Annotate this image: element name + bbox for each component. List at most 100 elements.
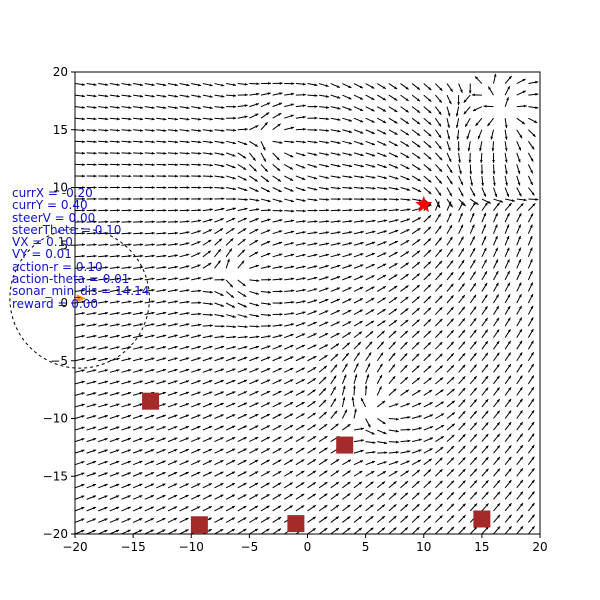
field-arrow-head (523, 198, 527, 202)
field-arrow-head (531, 445, 535, 449)
field-arrow-head (151, 208, 155, 212)
field-arrow-head (485, 491, 489, 495)
field-arrow-head (197, 277, 202, 280)
field-arrow-head (104, 449, 108, 453)
robot-sensor-range (9, 228, 150, 369)
field-arrow-head (151, 174, 155, 178)
field-arrow-head (473, 434, 477, 438)
field-arrow-head (348, 298, 352, 302)
field-arrow-head (531, 456, 535, 460)
field-arrow-head (104, 460, 108, 464)
field-arrow-head (497, 491, 500, 495)
field-arrow-head (244, 335, 248, 339)
field-arrow-head (186, 140, 190, 144)
field-arrow-head (140, 231, 144, 235)
field-arrow-head (519, 305, 522, 310)
field-arrow-head (337, 118, 341, 121)
field-arrow-head (325, 176, 329, 179)
field-arrow-head (427, 261, 431, 265)
field-arrow-head (243, 414, 247, 417)
field-arrow-head (255, 345, 259, 349)
field-arrow-head (492, 171, 496, 175)
field-arrow-head (427, 342, 431, 346)
field-arrow-head (220, 471, 224, 475)
field-arrow-head (494, 224, 498, 228)
field-arrow-head (427, 515, 431, 519)
field-arrow-head (462, 411, 466, 415)
field-arrow-head (313, 310, 317, 314)
field-arrow-head (451, 423, 455, 427)
field-arrow-head (313, 333, 317, 336)
field-arrow-head (93, 380, 97, 384)
field-arrow-head (277, 528, 282, 532)
field-arrow-head (519, 387, 523, 391)
field-arrow-head (349, 219, 353, 223)
field-arrow-head (302, 209, 306, 213)
field-arrow-head (231, 460, 236, 463)
goal-group (415, 195, 433, 213)
field-arrow-head (163, 277, 167, 281)
field-arrow-head (358, 527, 362, 531)
field-arrow-head (335, 343, 340, 347)
field-arrow-head (81, 117, 85, 121)
field-arrow-head (394, 132, 398, 135)
field-arrow-head (208, 529, 212, 532)
field-arrow-head (279, 265, 283, 269)
field-arrow-head (163, 288, 167, 292)
field-arrow-head (506, 97, 509, 101)
field-arrow-head (382, 97, 386, 101)
field-arrow-head (151, 163, 155, 167)
field-arrow-head (531, 503, 535, 507)
field-arrow-head (93, 289, 97, 292)
field-arrow-head (312, 516, 316, 520)
field-arrow-head (279, 253, 283, 257)
field-arrow-head (290, 345, 294, 348)
field-arrow-head (462, 203, 466, 207)
field-arrow-head (93, 163, 97, 167)
field-arrow-head (450, 503, 454, 507)
field-arrow-head (243, 528, 247, 532)
field-arrow-head (266, 379, 271, 383)
field-arrow-head (116, 163, 120, 167)
field-arrow-head (497, 468, 500, 472)
field-arrow-head (471, 224, 475, 228)
field-arrow-head (289, 413, 294, 417)
field-arrow-head (333, 398, 336, 402)
field-arrow-head (439, 157, 443, 161)
field-arrow-head (232, 345, 236, 349)
field-arrow-head (484, 294, 488, 298)
field-arrow-head (314, 242, 318, 246)
field-arrow-head (301, 447, 305, 451)
field-arrow-head (405, 262, 409, 266)
field-arrow-head (279, 81, 283, 85)
field-arrow-head (449, 169, 453, 173)
field-arrow-head (220, 494, 224, 498)
field-arrow-head (232, 414, 236, 417)
field-arrow-head (520, 526, 524, 530)
field-arrow-head (472, 248, 476, 252)
field-arrow-head (290, 356, 294, 360)
field-arrow-head (208, 229, 212, 232)
field-arrow-head (382, 120, 387, 123)
field-arrow-head (116, 346, 120, 349)
field-arrow-head (529, 259, 533, 263)
field-arrow-head (162, 437, 166, 441)
field-arrow-head (290, 242, 294, 245)
field-arrow-head (343, 374, 347, 378)
field-arrow-head (370, 331, 374, 335)
field-arrow-head (484, 271, 487, 275)
field-arrow-head (278, 425, 282, 428)
field-arrow-head (302, 104, 306, 108)
field-arrow-head (508, 445, 512, 449)
field-arrow-head (508, 433, 512, 437)
field-arrow-head (383, 154, 387, 157)
field-arrow-head (531, 410, 535, 414)
field-arrow-head (139, 323, 143, 326)
field-arrow-head (290, 253, 294, 257)
field-arrow-head (198, 208, 202, 212)
field-arrow-head (151, 380, 155, 384)
field-arrow-head (231, 448, 236, 452)
field-arrow-head (139, 288, 143, 292)
field-arrow-head (227, 258, 230, 263)
field-arrow-head (209, 186, 213, 189)
